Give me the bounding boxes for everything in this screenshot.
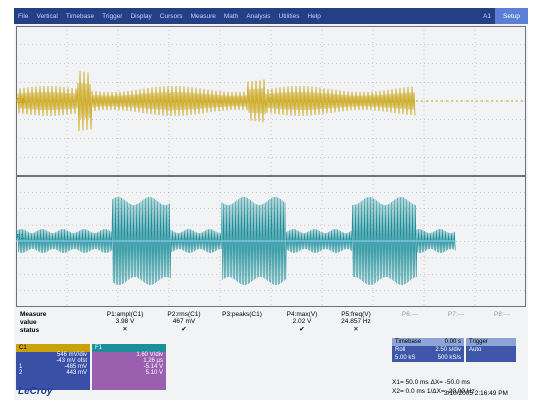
value-label: value	[20, 319, 46, 327]
cursor-line-1: X1= 50.0 ms ΔX= -50.0 ms	[392, 378, 475, 387]
param-name: P3:peaks(C1)	[212, 311, 272, 318]
measure-param-p5[interactable]: P5:freq(V) 24.857 Hz ✕	[328, 311, 384, 333]
channel2-trace-area	[16, 176, 526, 307]
param-value: 2.02 V	[276, 318, 328, 325]
channel2-descriptor[interactable]: F1 1.60 V/div 1.26 µs -5.14 V 5.10 V	[92, 344, 166, 390]
menu-display[interactable]: Display	[126, 13, 155, 20]
timebase-descriptor[interactable]: Timebase 0.00 s Roll 2.50 s/div 5.00 kS 500…	[392, 338, 464, 362]
menu-measure[interactable]: Measure	[187, 13, 220, 20]
param-name: P5:freq(V)	[328, 311, 384, 318]
param-value: 3.98 V	[94, 318, 156, 325]
status-indicator: A1	[479, 13, 495, 20]
channel2-grid: F1	[16, 176, 526, 307]
menu-math[interactable]: Math	[220, 13, 242, 20]
param-name: P8:---	[480, 311, 524, 318]
param-name: P4:max(V)	[276, 311, 328, 318]
param-name: P6:---	[388, 311, 432, 318]
menu-vertical[interactable]: Vertical	[32, 13, 61, 20]
setup-button[interactable]: Setup	[495, 8, 528, 24]
menu-timebase[interactable]: Timebase	[62, 13, 98, 20]
channel1-grid: C1	[16, 26, 526, 176]
param-value: 24.857 Hz	[328, 318, 384, 325]
lecroy-logo: LeCroy	[18, 386, 52, 397]
param-name: P1:ampl(C1)	[94, 311, 156, 318]
menu-utilities[interactable]: Utilities	[275, 13, 304, 20]
status-label: status	[20, 327, 46, 335]
param-status: ✔	[156, 325, 212, 333]
channel1-title: C1	[16, 344, 90, 352]
menu-file[interactable]: File	[14, 13, 32, 20]
param-status: ✔	[276, 325, 328, 333]
channel1-trace-area	[16, 26, 526, 176]
measure-param-p3[interactable]: P3:peaks(C1)	[212, 311, 272, 318]
measure-row-labels: Measure value status	[20, 311, 46, 335]
timebase-value: 0.00 s	[445, 339, 461, 345]
measure-param-p6[interactable]: P6:---	[388, 311, 432, 318]
descriptor-row: 5.10 V	[92, 370, 166, 376]
descriptor-row: 2 443 mV	[16, 370, 90, 376]
param-name: P2:rms(C1)	[156, 311, 212, 318]
measure-param-p7[interactable]: P7:---	[434, 311, 478, 318]
menu-trigger[interactable]: Trigger	[98, 13, 126, 20]
trigger-label: Trigger	[469, 339, 488, 345]
timebase-label: Timebase	[395, 339, 421, 345]
measure-label: Measure	[20, 311, 46, 319]
measure-param-p2[interactable]: P2:rms(C1) 467 mV ✔	[156, 311, 212, 333]
channel1-marker: C1	[16, 98, 25, 105]
measure-param-p4[interactable]: P4:max(V) 2.02 V ✔	[276, 311, 328, 333]
channel1-trace	[18, 71, 415, 131]
channel2-title: F1	[92, 344, 166, 352]
trigger-value: Auto	[466, 346, 516, 354]
menu-help[interactable]: Help	[303, 13, 324, 20]
channel1-descriptor[interactable]: C1 546 mV/div -43 mV ofst 1 -485 mV 2 443 …	[16, 344, 90, 390]
oscilloscope-screen: File Vertical Timebase Trigger Display C…	[14, 8, 528, 400]
datetime: 3/10/2005 2:16:49 PM	[444, 390, 508, 397]
measure-param-p1[interactable]: P1:ampl(C1) 3.98 V ✕	[94, 311, 156, 333]
channel2-marker: F1	[16, 234, 24, 241]
param-status: ✕	[328, 325, 384, 333]
measure-param-p8[interactable]: P8:---	[480, 311, 524, 318]
trigger-descriptor[interactable]: Trigger Auto	[466, 338, 516, 362]
menu-bar: File Vertical Timebase Trigger Display C…	[14, 8, 528, 24]
menu-analysis[interactable]: Analysis	[242, 13, 274, 20]
param-status: ✕	[94, 325, 156, 333]
menu-cursors[interactable]: Cursors	[156, 13, 187, 20]
param-name: P7:---	[434, 311, 478, 318]
param-value: 467 mV	[156, 318, 212, 325]
